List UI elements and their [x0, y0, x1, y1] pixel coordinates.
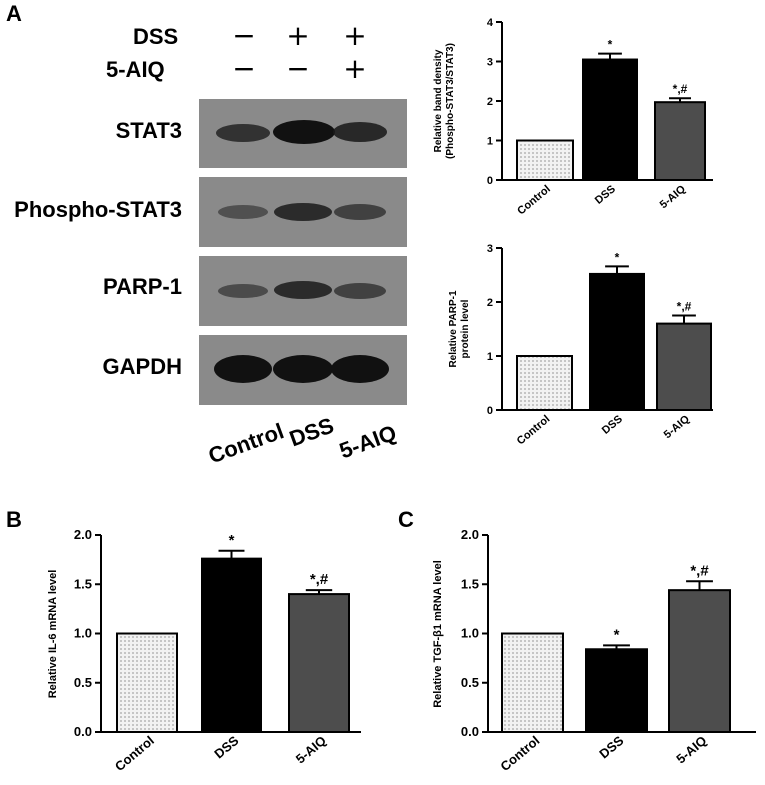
- band-parp1-dss: [274, 281, 332, 299]
- x-category-label: Control: [112, 733, 157, 774]
- y-tick-label: 2.0: [74, 527, 92, 542]
- treatment-label-5aiq: 5-AIQ: [106, 57, 165, 82]
- bar-dss: [585, 648, 648, 734]
- y-tick-label: 0: [487, 405, 493, 417]
- blot-label-parp1: PARP-1: [102, 274, 182, 299]
- bar-dss: [201, 557, 262, 734]
- aiq-sign-control: −: [232, 52, 256, 85]
- significance-label: *: [229, 532, 235, 549]
- band-pstat3-dss: [274, 203, 332, 221]
- significance-label: *: [615, 250, 620, 264]
- blot-gapdh-bands: [214, 355, 389, 383]
- significance-label: *: [614, 626, 620, 643]
- dss-sign-control: −: [232, 19, 256, 52]
- blot-gapdh: [199, 335, 407, 405]
- y-tick-label: 0.5: [74, 675, 92, 690]
- blot-stat3: [199, 99, 407, 168]
- y-axis-label: Relative TGF-β1 mRNA level: [432, 560, 444, 708]
- y-tick-label: 3: [487, 243, 493, 255]
- chart-parp1: 0 1 2 3 Control * DSS *,# 5-AIQ Relative PARP-1 pr…: [448, 243, 713, 447]
- bar-5-aiq: [654, 101, 706, 181]
- y-tick-label: 3: [487, 57, 493, 69]
- blot-parp1-bands: [218, 281, 386, 299]
- bar-5-aiq: [288, 593, 350, 733]
- band-pstat3-control: [218, 205, 268, 219]
- blot-label-phospho-stat3: Phospho-STAT3: [14, 197, 182, 222]
- blot-label-gapdh: GAPDH: [102, 354, 182, 379]
- band-stat3-dss: [273, 120, 335, 144]
- y-tick-label: 1.0: [461, 626, 479, 641]
- y-axis-label: Relative IL-6 mRNA level: [47, 570, 59, 699]
- band-pstat3-5aiq: [334, 204, 386, 220]
- blot-phospho-stat3-bands: [218, 203, 386, 221]
- band-parp1-5aiq: [334, 283, 386, 299]
- bar-5-aiq: [668, 589, 731, 733]
- band-gapdh-dss: [273, 355, 333, 383]
- x-category-label: 5-AIQ: [293, 733, 329, 767]
- chart-tgfb1: 0.0 0.5 1.0 1.5 2.0 Control * DSS *,# 5-AIQ Relati…: [432, 527, 756, 774]
- significance-label: *,#: [690, 562, 709, 579]
- y-tick-label: 1.5: [74, 576, 92, 591]
- y-axis-label: (Phospho-STAT3/STAT3): [445, 43, 456, 159]
- x-category-label: DSS: [596, 733, 626, 762]
- bar-dss: [589, 272, 645, 412]
- y-axis-label: Relative PARP-1: [448, 290, 459, 368]
- y-tick-label: 2.0: [461, 527, 479, 542]
- y-tick-label: 0: [487, 175, 493, 187]
- chart-pstat3: 0 1 2 3 4 Control * DSS *,# 5-AIQ Relative band de…: [433, 17, 713, 217]
- x-category-label: Control: [497, 733, 542, 774]
- aiq-sign-dss: −: [286, 52, 310, 85]
- bar-control: [501, 632, 564, 733]
- panel-label-b: B: [6, 507, 22, 532]
- y-tick-label: 1.5: [461, 576, 479, 591]
- bar-control: [516, 355, 573, 411]
- blot-stat3-bands: [216, 120, 387, 144]
- x-category-label: 5-AIQ: [662, 413, 693, 441]
- x-category-label: DSS: [600, 413, 625, 437]
- band-stat3-5aiq: [333, 122, 387, 142]
- y-tick-label: 0.5: [461, 675, 479, 690]
- x-category-label: Control: [515, 183, 553, 217]
- significance-label: *: [608, 38, 613, 52]
- y-tick-label: 0.0: [74, 724, 92, 739]
- y-tick-label: 4: [487, 17, 494, 29]
- chart-il6: 0.0 0.5 1.0 1.5 2.0 Control * DSS *,# 5-AIQ Relati…: [47, 527, 361, 774]
- x-category-label: Control: [515, 413, 553, 447]
- y-tick-label: 0.0: [461, 724, 479, 739]
- significance-label: *,#: [673, 82, 688, 96]
- band-gapdh-5aiq: [331, 355, 389, 383]
- bar-control: [116, 632, 178, 733]
- dss-sign-dss: +: [286, 19, 310, 52]
- dss-sign-5aiq: +: [343, 19, 367, 52]
- panel-label-c: C: [398, 507, 414, 532]
- y-tick-label: 1: [487, 136, 493, 148]
- bar-dss: [582, 58, 638, 181]
- x-category-label: 5-AIQ: [673, 733, 709, 767]
- aiq-sign-5aiq: +: [343, 52, 367, 85]
- blot-parp1: [199, 256, 407, 326]
- band-gapdh-control: [214, 355, 272, 383]
- treatment-label-dss: DSS: [133, 24, 179, 49]
- y-tick-label: 1.0: [74, 626, 92, 641]
- band-stat3-control: [216, 124, 270, 142]
- panel-label-a: A: [6, 1, 22, 26]
- y-tick-label: 2: [487, 96, 493, 108]
- y-tick-label: 2: [487, 297, 493, 309]
- bar-5-aiq: [656, 322, 712, 412]
- x-category-label: DSS: [593, 183, 618, 207]
- blot-label-stat3: STAT3: [115, 118, 182, 143]
- significance-label: *,#: [677, 300, 692, 314]
- y-axis-label: protein level: [460, 299, 471, 358]
- x-category-label: 5-AIQ: [658, 183, 689, 211]
- y-axis-label: Relative band density: [433, 49, 444, 152]
- bar-control: [516, 139, 574, 181]
- band-parp1-control: [218, 284, 268, 298]
- y-tick-label: 1: [487, 351, 493, 363]
- x-category-label: DSS: [211, 733, 241, 762]
- significance-label: *,#: [310, 571, 329, 588]
- blot-phospho-stat3: [199, 177, 407, 247]
